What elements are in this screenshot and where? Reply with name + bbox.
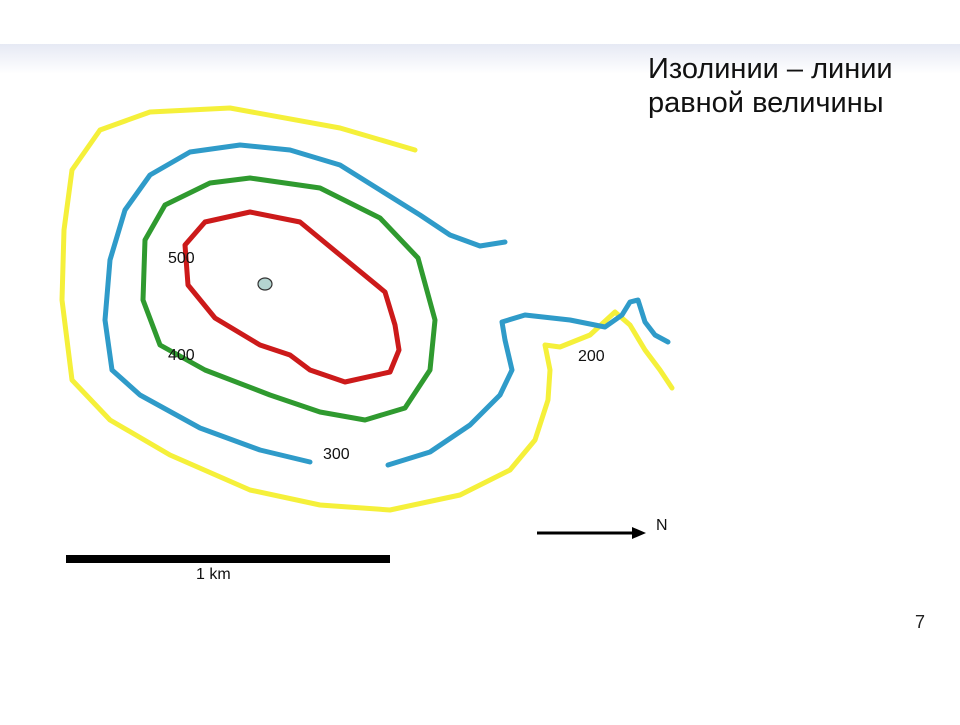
contour-500 — [182, 209, 402, 385]
contour-300 — [102, 142, 508, 465]
scale-label: 1 km — [196, 566, 231, 583]
contour-400 — [140, 175, 438, 423]
north-label: N — [656, 517, 668, 534]
summit-marker — [257, 277, 273, 291]
contour-200 — [59, 105, 675, 513]
north-arrow-head — [632, 527, 646, 539]
title-line: равной величины — [648, 87, 884, 119]
contour-300 — [385, 297, 671, 468]
header-band — [0, 44, 960, 74]
contour-label: 500 — [168, 250, 195, 267]
scale-bar — [66, 555, 390, 563]
contour-label: 200 — [578, 348, 605, 365]
title-line: Изолинии – линии — [648, 53, 893, 85]
page-number: 7 — [915, 612, 925, 632]
contour-label: 400 — [168, 347, 195, 364]
contour-label: 300 — [323, 446, 350, 463]
